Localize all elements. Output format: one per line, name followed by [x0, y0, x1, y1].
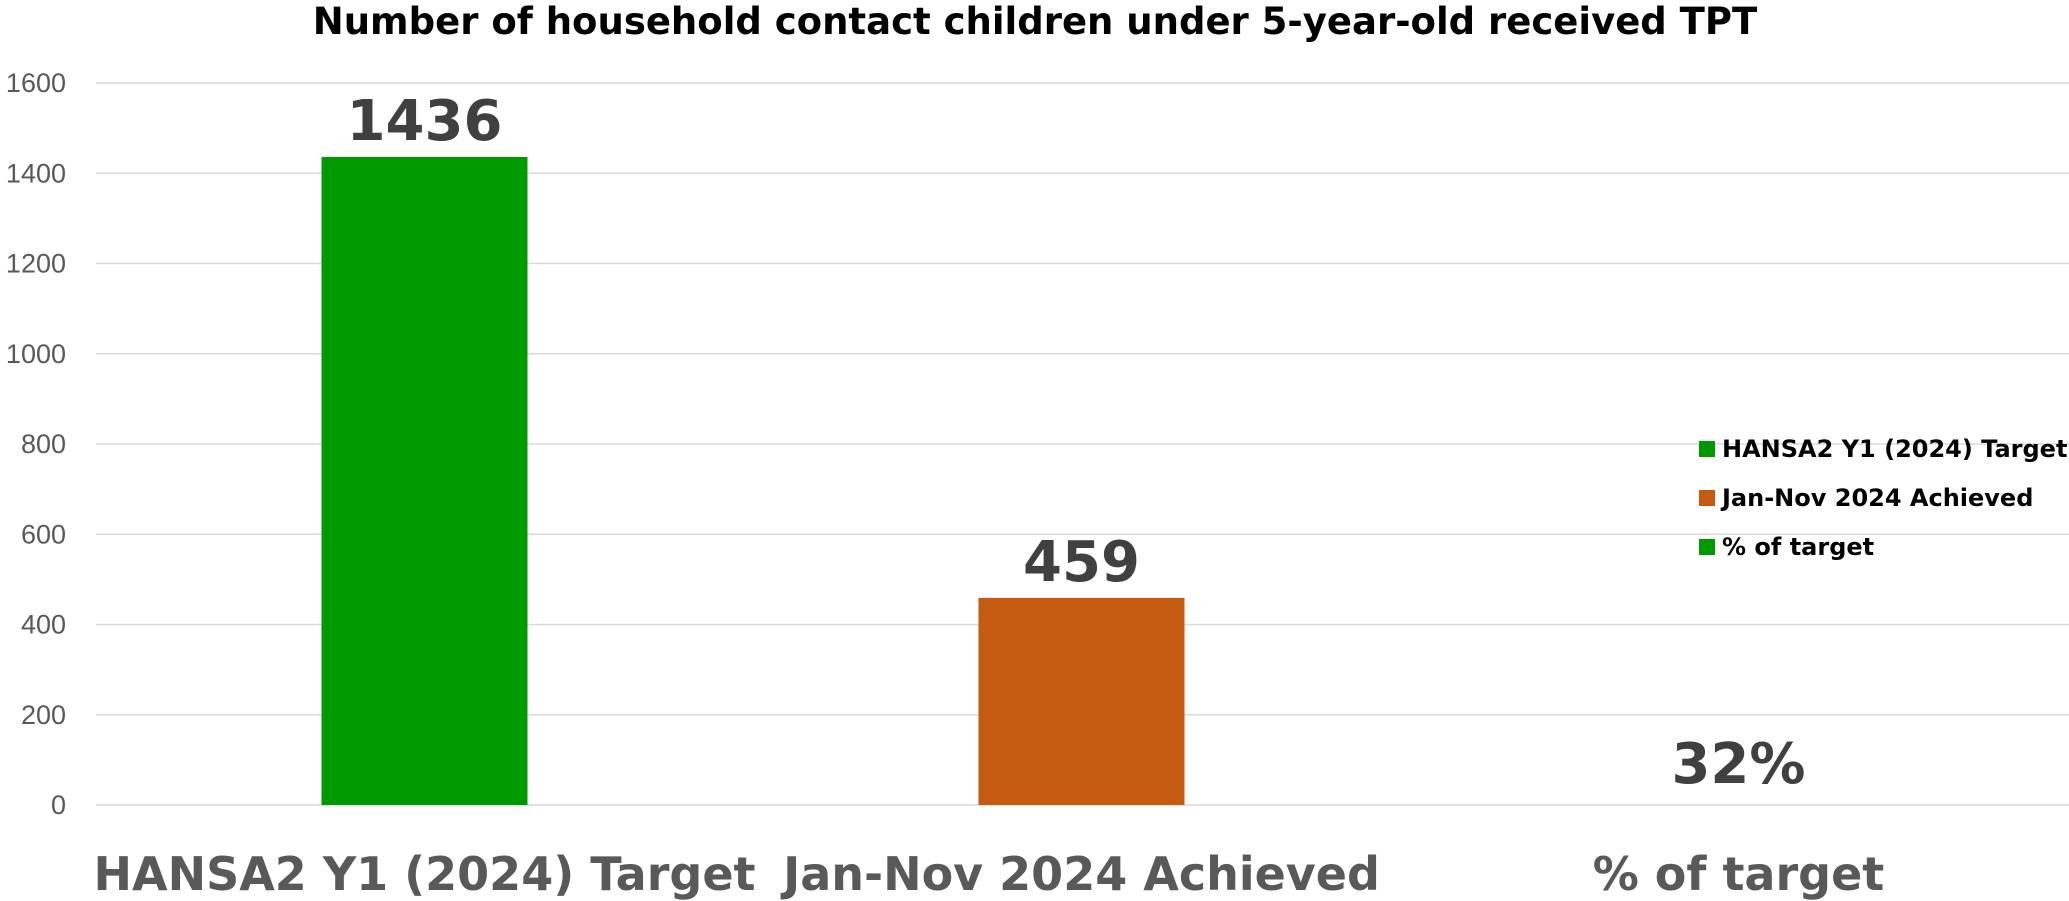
- y-tick-label: 1000: [6, 339, 66, 369]
- data-label: 32%: [1671, 732, 1805, 797]
- data-label: 459: [1023, 530, 1140, 595]
- y-tick-label: 0: [51, 790, 66, 820]
- category-labels: HANSA2 Y1 (2024) Target Jan-Nov 2024 Achi…: [93, 847, 1884, 901]
- y-tick-label: 1400: [6, 158, 66, 188]
- data-labels: 1436 459 32%: [347, 89, 1806, 797]
- legend-swatch: [1699, 490, 1715, 506]
- y-tick-label: 200: [21, 700, 66, 730]
- legend: HANSA2 Y1 (2024) Target Jan-Nov 2024 Achi…: [1699, 435, 2067, 561]
- y-tick-label: 1200: [6, 249, 66, 279]
- legend-label: HANSA2 Y1 (2024) Target: [1722, 435, 2067, 463]
- legend-swatch: [1699, 539, 1715, 555]
- y-tick-label: 1600: [6, 68, 66, 98]
- y-tick-label: 800: [21, 429, 66, 459]
- y-tick-label: 600: [21, 519, 66, 549]
- data-label: 1436: [347, 89, 503, 154]
- bars: [321, 157, 1185, 805]
- y-tick-label: 400: [21, 610, 66, 640]
- legend-label: Jan-Nov 2024 Achieved: [1720, 484, 2033, 512]
- legend-label: % of target: [1722, 533, 1874, 561]
- legend-swatch: [1699, 441, 1715, 457]
- category-label: % of target: [1593, 847, 1885, 901]
- bar: [321, 157, 528, 805]
- bar: [978, 597, 1185, 805]
- chart-title: Number of household contact children und…: [313, 0, 1758, 43]
- y-axis-tick-labels: 0 200 400 600 800 1000 1200 1400 1600: [6, 68, 66, 820]
- category-label: HANSA2 Y1 (2024) Target: [93, 847, 755, 901]
- category-label: Jan-Nov 2024 Achieved: [780, 847, 1380, 901]
